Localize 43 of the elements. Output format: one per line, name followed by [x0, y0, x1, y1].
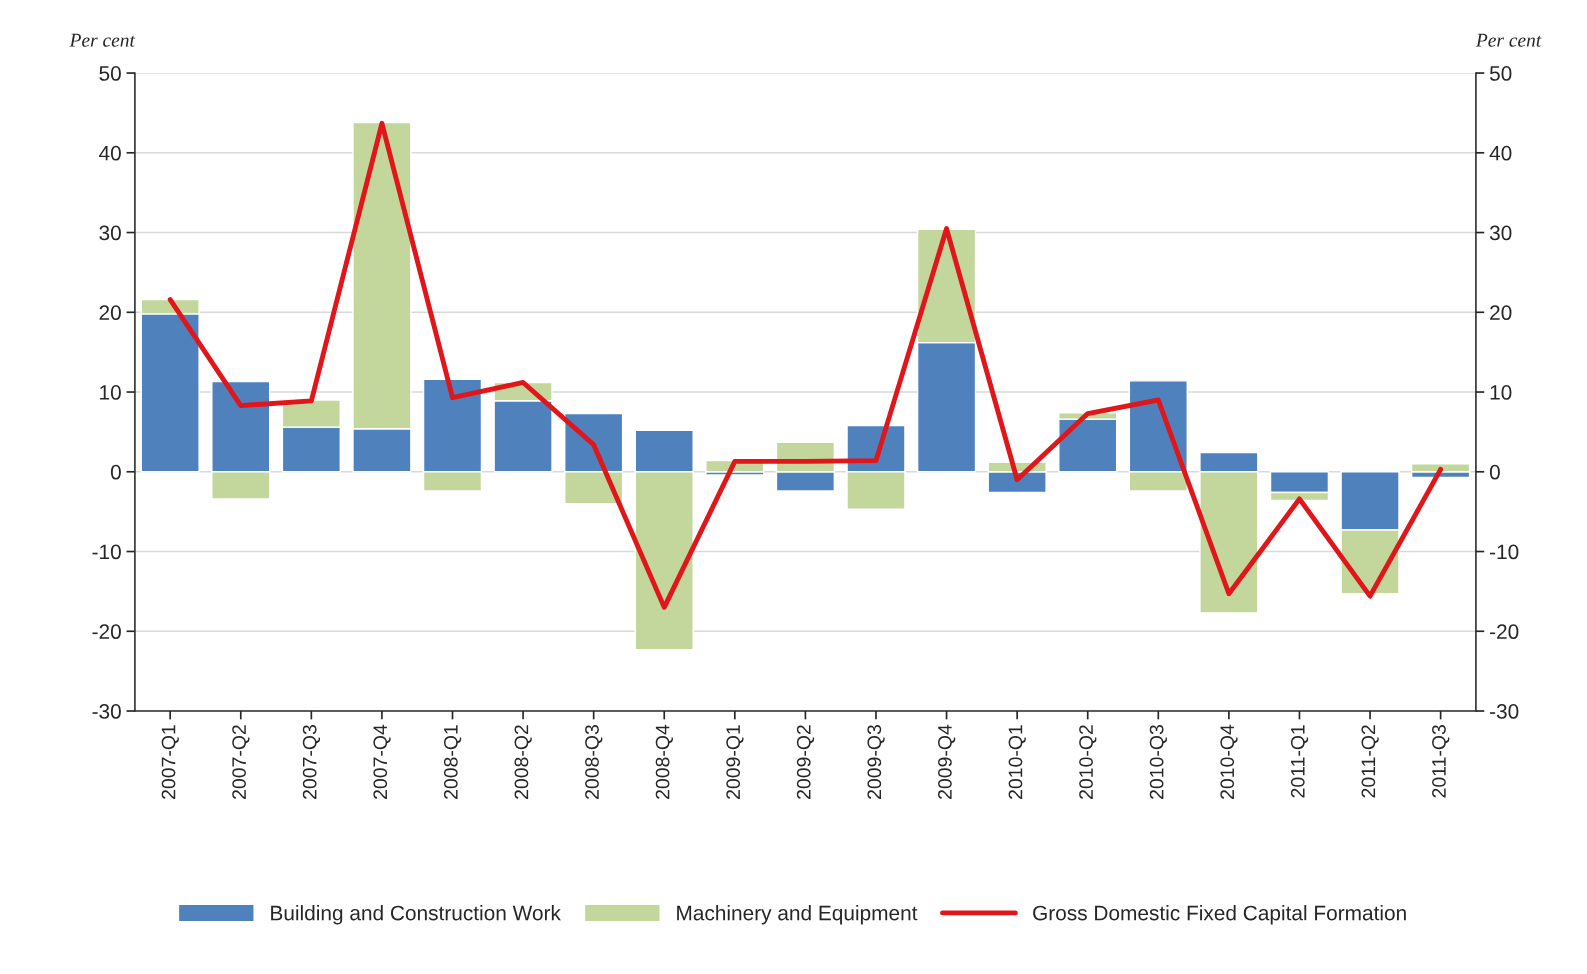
y-axis-title: Per cent — [69, 33, 136, 47]
line-series — [167, 120, 1444, 610]
x-tick-label: 2008-Q1 — [443, 725, 462, 799]
y-tick-label: 30 — [99, 225, 121, 241]
legend-label: Machinery and Equipment — [677, 905, 918, 925]
y2-tick-label: -30 — [1490, 704, 1519, 719]
x-tick-label: 2009-Q4 — [938, 724, 956, 799]
x-tick-label: 2008-Q3 — [585, 725, 603, 799]
legend-label: Gross Domestic Fixed Capital Formation — [1033, 905, 1406, 925]
x-tick-label: 2010-Q1 — [1008, 725, 1026, 799]
x-tick-label: 2011-Q2 — [1361, 725, 1379, 798]
x-tick-label: 2007-Q1 — [161, 725, 179, 799]
y-tick-label: -30 — [92, 704, 121, 719]
x-tick-label: 2009-Q1 — [726, 725, 744, 799]
y2-tick-label: 10 — [1490, 385, 1512, 400]
y2-tick-label: 50 — [1489, 66, 1512, 81]
x-tick-label: 2011-Q1 — [1290, 725, 1309, 798]
y2-tick-label: 20 — [1490, 305, 1512, 321]
x-tick-label: 2010-Q2 — [1079, 725, 1097, 799]
y2-axis-title: Per cent — [1475, 33, 1542, 47]
x-tick-label: 2007-Q4 — [373, 724, 391, 799]
y-tick-label: 40 — [99, 145, 121, 161]
legend-label: Building and Construction Work — [271, 905, 561, 925]
x-tick-label: 2007-Q2 — [232, 725, 250, 799]
x-tick-label: 2009-Q3 — [867, 725, 885, 799]
y-tick-label: -10 — [92, 544, 121, 560]
x-tick-label: 2011-Q3 — [1432, 725, 1450, 798]
y2-tick-label: 40 — [1489, 145, 1512, 161]
y2-tick-label: 30 — [1489, 225, 1512, 241]
y-tick-label: 20 — [99, 305, 121, 321]
y-tick-label: -20 — [92, 624, 121, 640]
y2-tick-label: -10 — [1490, 544, 1519, 560]
x-tick-label: 2007-Q3 — [302, 725, 321, 799]
x-tick-label: 2008-Q2 — [514, 725, 532, 799]
x-tick-label: 2010-Q3 — [1149, 725, 1167, 799]
y-tick-label: 50 — [99, 66, 121, 81]
y2-tick-label: 0 — [1489, 464, 1500, 480]
x-tick-label: 2009-Q2 — [796, 725, 815, 799]
x-tick-label: 2010-Q4 — [1220, 724, 1238, 799]
y2-tick-label: -20 — [1490, 624, 1519, 640]
y-tick-label: 0 — [110, 464, 121, 480]
y-tick-label: 10 — [100, 385, 121, 400]
x-tick-label: 2008-Q4 — [655, 724, 673, 799]
